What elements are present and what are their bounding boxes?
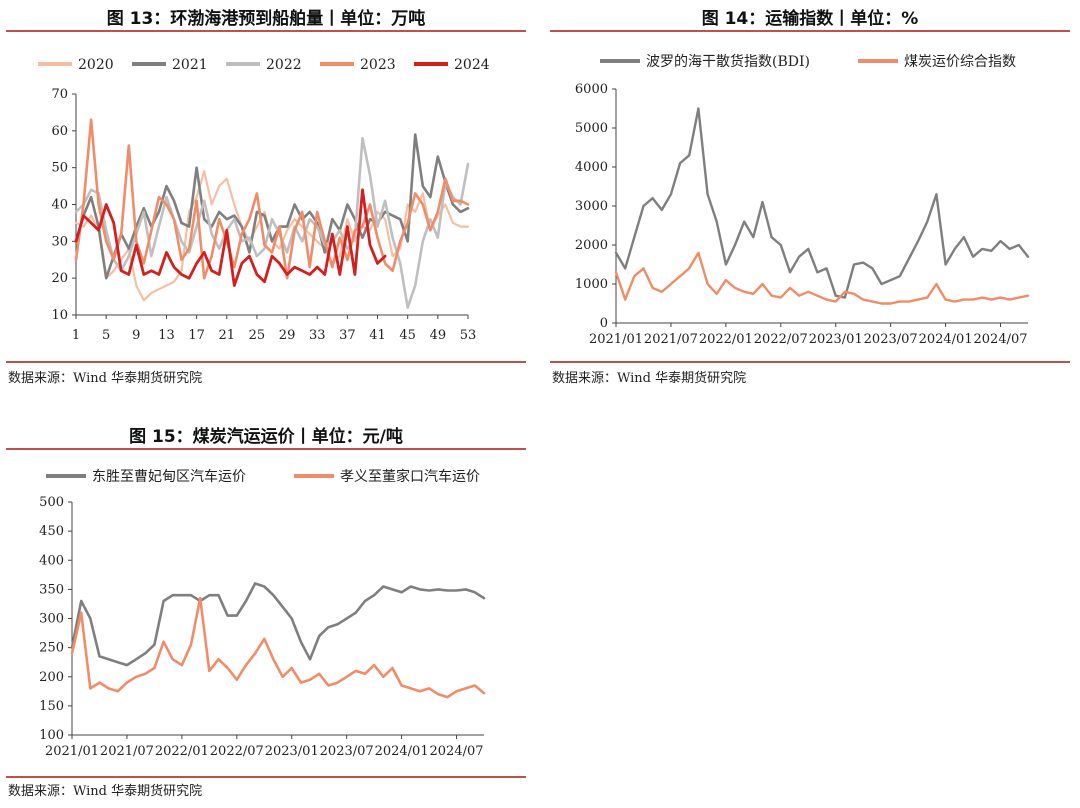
chart-13: 10 20 30 40 50 60 70 1 5 9 13 17 21 25 29 33 37 41 45 49 53 2…: [38, 57, 490, 343]
chart-title: 图 15：煤炭汽运运价丨单位：元/吨: [129, 427, 403, 447]
x-tick-label: 2022/01: [699, 332, 753, 347]
chart-title: 图 14：运输指数丨单位：%: [701, 9, 919, 29]
source-note: 数据来源：Wind 华泰期货研究院: [8, 784, 203, 799]
y-tick-label: 70: [51, 87, 68, 102]
x-tick-label: 2024/01: [919, 332, 973, 347]
series-line-2023: [74, 118, 470, 280]
y-tick-label: 300: [39, 612, 64, 627]
x-tick-label: 2021/01: [589, 332, 643, 347]
legend-label: 2021: [172, 57, 208, 73]
legend-label: 2022: [266, 57, 302, 73]
x-tick-label: 25: [249, 328, 266, 343]
legend-label: 孝义至董家口汽车运价: [340, 468, 480, 485]
y-tick-label: 100: [39, 728, 64, 743]
y-tick-label: 3000: [575, 199, 608, 214]
series-line-波罗的海干散货指数(BDI): [614, 107, 1030, 299]
legend-label: 波罗的海干散货指数(BDI): [646, 53, 810, 70]
x-tick-label: 13: [158, 328, 175, 343]
legend-label: 2023: [360, 57, 396, 73]
legend-label: 2020: [78, 57, 114, 73]
y-tick-label: 6000: [575, 82, 608, 97]
y-tick-label: 500: [39, 495, 64, 510]
y-tick-label: 350: [39, 582, 64, 597]
title-rule: [550, 30, 1070, 32]
series-line-孝义至董家口汽车运价: [70, 596, 486, 699]
panel-15: 图 15：煤炭汽运运价丨单位：元/吨 100 150 200 250 300 350 400…: [6, 418, 526, 806]
x-tick-label: 2022/07: [754, 332, 808, 347]
y-tick-label: 50: [51, 161, 68, 176]
x-tick-label: 49: [430, 328, 447, 343]
x-tick-label: 5: [102, 328, 110, 343]
y-tick-label: 4000: [575, 160, 608, 175]
y-tick-label: 150: [39, 699, 64, 714]
title-rule: [6, 448, 526, 450]
x-tick-label: 2021/01: [45, 744, 99, 759]
series-line-东胜至曹妃甸区汽车运价: [70, 582, 486, 667]
x-tick-label: 45: [399, 328, 416, 343]
x-tick-label: 33: [309, 328, 326, 343]
x-tick-label: 2021/07: [100, 744, 154, 759]
x-tick-label: 2023/01: [265, 744, 319, 759]
x-tick-label: 2024/07: [430, 744, 484, 759]
y-tick-label: 20: [51, 271, 68, 286]
y-tick-label: 40: [51, 198, 68, 213]
y-tick-label: 2000: [575, 238, 608, 253]
x-tick-label: 2023/01: [809, 332, 863, 347]
x-tick-label: 2022/07: [210, 744, 264, 759]
y-tick-label: 30: [51, 234, 68, 249]
series-line-2021: [74, 133, 470, 280]
series-line-2024: [74, 188, 387, 287]
series-line-2022: [74, 136, 470, 309]
panel-13: 图 13：环渤海港预到船舶量丨单位：万吨 10 20 30 40 50 60 70 1 5 9 13…: [6, 0, 526, 400]
x-tick-label: 53: [460, 328, 477, 343]
x-tick-label: 2024/01: [375, 744, 429, 759]
source-note: 数据来源：Wind 华泰期货研究院: [552, 371, 747, 386]
y-tick-label: 0: [600, 316, 608, 331]
y-tick-label: 250: [39, 641, 64, 656]
series-line-煤炭运价综合指数: [614, 251, 1030, 305]
x-tick-label: 17: [188, 328, 205, 343]
legend-label: 煤炭运价综合指数: [904, 54, 1016, 70]
chart-15: 100 150 200 250 300 350 400 450 500 2021/01 2021/0…: [39, 468, 486, 759]
x-tick-label: 37: [339, 328, 356, 343]
source-rule: [6, 776, 526, 778]
chart-title: 图 13：环渤海港预到船舶量丨单位：万吨: [106, 9, 426, 29]
legend-label: 东胜至曹妃甸区汽车运价: [92, 468, 246, 485]
x-tick-label: 21: [218, 328, 235, 343]
x-tick-label: 9: [132, 328, 140, 343]
panel-14: 图 14：运输指数丨单位：% 0 1000 2000 3000 4000 5000 6000…: [550, 0, 1070, 400]
x-tick-label: 2021/07: [644, 332, 698, 347]
legend-label: 2024: [454, 57, 490, 73]
y-tick-label: 10: [51, 308, 68, 323]
title-rule: [6, 30, 526, 32]
y-tick-label: 450: [39, 524, 64, 539]
y-tick-label: 60: [51, 124, 68, 139]
y-tick-label: 1000: [575, 277, 608, 292]
y-tick-label: 400: [39, 553, 64, 568]
y-tick-label: 200: [39, 670, 64, 685]
source-rule: [550, 361, 1070, 363]
x-tick-label: 2023/07: [864, 332, 918, 347]
x-tick-label: 2024/07: [974, 332, 1028, 347]
y-tick-label: 5000: [575, 121, 608, 136]
source-note: 数据来源：Wind 华泰期货研究院: [8, 371, 203, 386]
source-rule: [6, 361, 526, 363]
x-tick-label: 29: [279, 328, 296, 343]
x-tick-label: 41: [369, 328, 386, 343]
x-tick-label: 2022/01: [155, 744, 209, 759]
x-tick-label: 2023/07: [320, 744, 374, 759]
x-tick-label: 1: [72, 328, 80, 343]
